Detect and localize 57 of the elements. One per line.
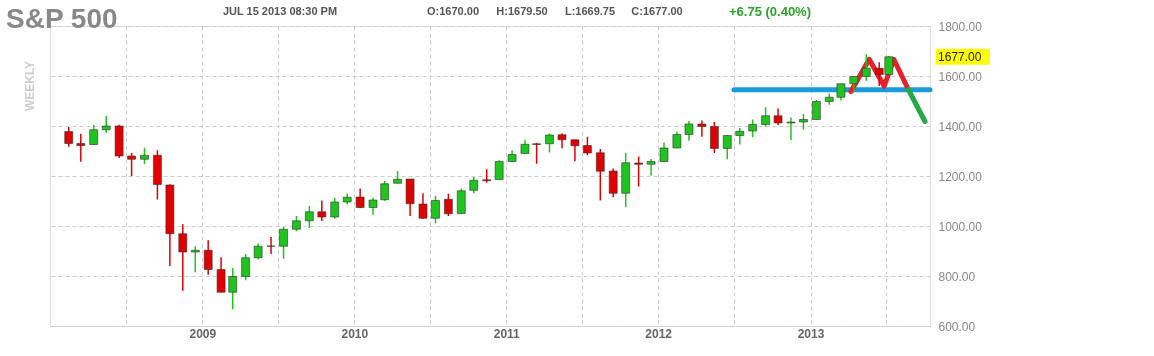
text: H:1679.50 <box>496 5 548 17</box>
y-tick-label: 600.00 <box>938 319 976 334</box>
x-tick-label: 2011 <box>493 326 521 341</box>
candlestick <box>634 155 643 188</box>
text: C:1677.00 <box>631 5 683 17</box>
y-tick-label: 1000.00 <box>938 219 983 234</box>
text: 1677.00 <box>938 49 982 64</box>
y-tick-label: 1800.00 <box>938 19 983 34</box>
candlestick <box>812 99 821 121</box>
chart-title: S&P 500 <box>6 3 118 34</box>
candlestick <box>596 148 605 202</box>
candlestick <box>494 159 504 181</box>
candlestick <box>330 197 340 220</box>
candlestick <box>684 120 694 142</box>
candlestick <box>722 134 732 160</box>
candlestick <box>570 138 580 162</box>
candlestick <box>317 199 327 222</box>
candlestick <box>431 195 440 224</box>
candlestick <box>228 267 238 310</box>
y-tick-label: 1200.00 <box>938 169 983 184</box>
candlestick <box>786 116 796 141</box>
x-tick-label: 2013 <box>797 326 825 341</box>
candlestick <box>279 226 288 260</box>
candlestick <box>646 158 656 177</box>
candlestick <box>697 119 707 138</box>
candlestick <box>380 180 389 202</box>
candlestick <box>659 141 669 163</box>
text: JUL 15 2013 08:30 PM <box>222 5 338 17</box>
candlestick <box>266 236 276 255</box>
candlestick <box>101 115 111 134</box>
candlestick <box>583 136 592 156</box>
candlestick <box>456 187 466 215</box>
y-tick-label: 800.00 <box>938 269 976 284</box>
x-tick-label: 2012 <box>645 326 673 341</box>
candlestick <box>178 223 188 292</box>
text: L:1669.75 <box>564 5 616 17</box>
candlestick <box>127 152 136 177</box>
candlestick <box>761 106 770 128</box>
candlestick <box>76 133 86 163</box>
candlestick <box>190 245 200 273</box>
candlestick <box>305 205 314 229</box>
candlestick <box>735 127 745 146</box>
y-tick-label: 1600.00 <box>938 69 983 84</box>
x-tick-label: 2010 <box>341 326 369 341</box>
candlestick <box>418 192 428 220</box>
candlestick <box>241 253 250 281</box>
candlestick <box>64 126 74 148</box>
candlestick <box>862 53 871 82</box>
text: O:1670.00 <box>427 5 479 17</box>
candlestick <box>608 167 618 198</box>
candlestick <box>216 256 226 293</box>
text: +6.75 (0.40%) <box>728 4 812 19</box>
candlestick <box>444 193 453 217</box>
y-tick-label: 1400.00 <box>938 119 983 134</box>
candlestick <box>710 121 719 154</box>
candlestick <box>203 239 213 276</box>
x-tick-label: 2009 <box>189 326 217 341</box>
